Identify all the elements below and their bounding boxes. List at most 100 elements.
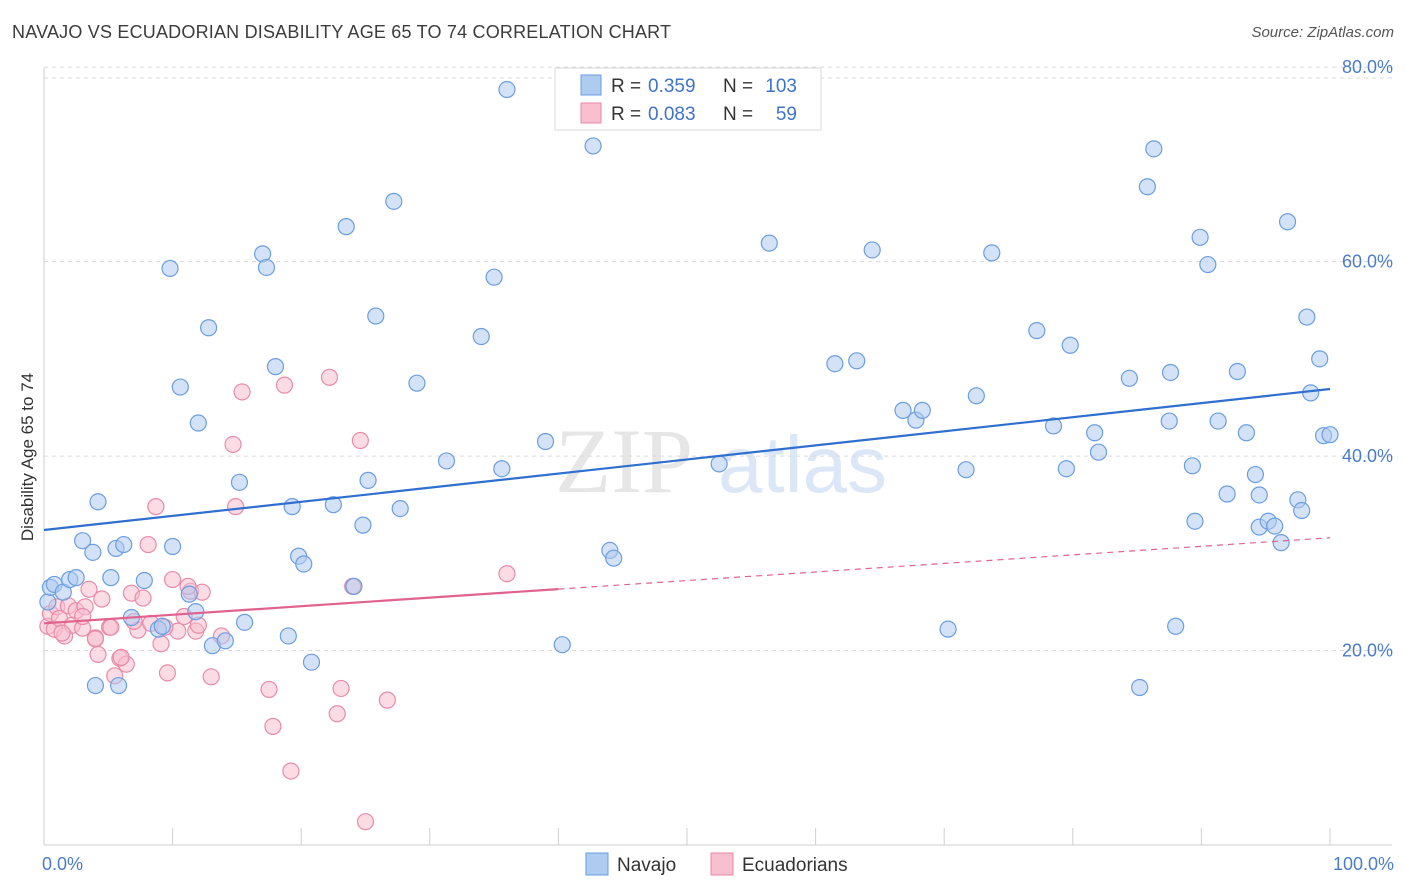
navajo-point-28 <box>236 613 254 631</box>
navajo-point-17 <box>153 617 171 635</box>
navajo-point-20 <box>171 378 189 396</box>
ecuadorian-point-35 <box>224 435 242 454</box>
navajo-point-22 <box>187 603 205 621</box>
watermark-atlas: atlas <box>718 420 887 509</box>
y-tick-label-80: 80.0% <box>1342 57 1393 77</box>
navajo-point-87 <box>1228 362 1247 381</box>
navajo-point-78 <box>1160 412 1178 430</box>
legend-navajo-r-label: R = <box>611 76 641 97</box>
navajo-point-32 <box>279 627 297 645</box>
y-tick-label-20: 20.0% <box>1342 641 1393 661</box>
ecuadorian-point-22 <box>139 535 157 554</box>
navajo-points <box>39 80 1339 697</box>
navajo-point-47 <box>472 327 490 346</box>
ecuadorian-point-41 <box>282 762 300 780</box>
legend-bottom-ecuadorian-label: Ecuadorians <box>742 855 848 876</box>
navajo-point-60 <box>863 241 881 259</box>
navajo-point-100 <box>1311 350 1329 368</box>
ecuadorian-point-51 <box>112 648 130 666</box>
navajo-point-70 <box>1057 460 1075 478</box>
ecuadorian-point-50 <box>86 630 105 648</box>
y-axis-title: Disability Age 65 to 74 <box>18 373 37 541</box>
navajo-point-44 <box>391 499 409 518</box>
ecuadorian-point-47 <box>356 813 375 831</box>
navajo-point-31 <box>266 358 285 376</box>
navajo-point-55 <box>605 549 623 567</box>
legend-ecuadorian-n-value: 59 <box>776 104 797 125</box>
navajo-point-24 <box>200 319 218 337</box>
navajo-point-82 <box>1183 457 1201 475</box>
navajo-point-42 <box>367 307 385 325</box>
navajo-point-5 <box>67 569 85 587</box>
legend-navajo-swatch <box>580 74 602 96</box>
navajo-point-12 <box>109 676 128 695</box>
trend-lines <box>43 387 1331 625</box>
ecuadorian-trend-line-solid <box>43 587 559 625</box>
ecuadorian-point-14 <box>93 590 111 608</box>
navajo-point-7 <box>84 543 102 561</box>
navajo-point-36 <box>302 653 321 671</box>
navajo-point-13 <box>115 535 133 554</box>
ecuadorian-point-49 <box>498 565 516 583</box>
ecuadorian-point-21 <box>134 589 152 607</box>
navajo-point-77 <box>1145 140 1163 158</box>
ecuadorian-point-37 <box>233 383 251 401</box>
navajo-point-94 <box>1272 534 1290 552</box>
y-tick-label-40: 40.0% <box>1342 446 1393 466</box>
navajo-point-73 <box>1089 443 1108 461</box>
navajo-point-37 <box>324 496 342 514</box>
navajo-point-45 <box>408 374 426 392</box>
navajo-point-40 <box>354 516 372 534</box>
navajo-point-15 <box>135 571 153 590</box>
ecuadorian-point-44 <box>332 679 350 698</box>
y-tick-label-60: 60.0% <box>1342 252 1393 272</box>
navajo-point-67 <box>983 244 1001 262</box>
chart-title: NAVAJO VS ECUADORIAN DISABILITY AGE 65 T… <box>12 22 672 42</box>
navajo-point-66 <box>967 387 985 405</box>
navajo-point-48 <box>485 268 503 286</box>
legend-bottom-ecuadorian-swatch <box>710 852 734 876</box>
ecuadorian-point-39 <box>264 717 282 735</box>
navajo-point-33 <box>283 498 301 516</box>
navajo-point-75 <box>1131 678 1149 697</box>
navajo-point-71 <box>1061 336 1079 354</box>
navajo-point-35 <box>295 555 313 573</box>
navajo-point-93 <box>1266 517 1284 535</box>
navajo-point-52 <box>553 636 571 654</box>
x-ticks <box>43 828 1331 845</box>
legend-bottom: Navajo Ecuadorians <box>585 852 848 876</box>
navajo-point-30 <box>257 258 276 277</box>
navajo-point-64 <box>939 620 957 638</box>
navajo-point-23 <box>189 414 207 432</box>
navajo-point-10 <box>102 569 120 587</box>
navajo-point-51 <box>536 432 555 451</box>
navajo-point-72 <box>1086 424 1104 442</box>
navajo-point-53 <box>584 137 602 155</box>
navajo-point-57 <box>760 234 778 252</box>
navajo-point-58 <box>826 355 844 373</box>
legend-navajo-n-value: 103 <box>765 76 797 97</box>
navajo-point-91 <box>1250 486 1268 504</box>
y-tick-labels: 20.0% 40.0% 60.0% 80.0% <box>1342 57 1393 660</box>
navajo-point-86 <box>1218 485 1236 503</box>
navajo-point-0 <box>39 593 57 611</box>
legend-ecuadorian-swatch <box>580 102 602 124</box>
ecuadorian-point-36 <box>227 498 245 516</box>
ecuadorian-point-46 <box>351 431 369 450</box>
navajo-point-46 <box>437 452 456 470</box>
legend-bottom-navajo-swatch <box>585 852 609 876</box>
navajo-point-80 <box>1167 617 1185 635</box>
navajo-point-98 <box>1298 308 1316 326</box>
legend-top: R = 0.359 N = 103 R = 0.083 N = 59 <box>554 67 822 131</box>
ecuadorian-point-27 <box>164 570 182 589</box>
navajo-point-61 <box>894 401 912 419</box>
ecuadorian-point-48 <box>378 691 396 709</box>
legend-ecuadorian-n-label: N = <box>723 104 753 125</box>
legend-navajo-n-label: N = <box>723 76 753 97</box>
navajo-point-84 <box>1199 255 1217 274</box>
ecuadorian-point-43 <box>328 705 346 723</box>
axes <box>43 68 1392 846</box>
gridlines <box>44 66 1392 652</box>
ecuadorian-point-13 <box>89 645 107 664</box>
